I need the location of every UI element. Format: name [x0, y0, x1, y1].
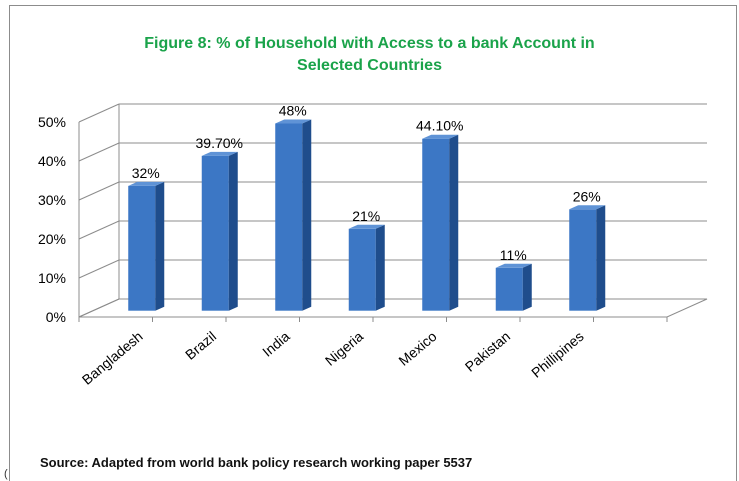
bar-top [201, 151, 238, 156]
y-tick-label: 10% [38, 270, 66, 286]
x-tick-label: Nigeria [322, 328, 366, 369]
bar-top [128, 181, 165, 186]
bar-side [449, 134, 459, 311]
y-tick-label: 30% [38, 192, 66, 208]
chart-title: Figure 8: % of Household with Access to … [0, 33, 739, 77]
data-label: 39.70% [196, 135, 243, 151]
chart-floor [78, 298, 708, 318]
bar-top [348, 224, 385, 229]
chart-title-line-2: Selected Countries [297, 57, 442, 74]
data-label: 48% [279, 103, 307, 119]
bar-top [275, 119, 312, 124]
y-tick-label: 50% [38, 114, 66, 130]
data-label: 21% [352, 208, 380, 224]
side-wall-line [78, 181, 120, 201]
bar [128, 185, 156, 311]
bar-top [422, 134, 459, 139]
bar-top [569, 205, 606, 210]
x-tick-label: India [259, 328, 293, 360]
x-tick-label: Mexico [395, 328, 439, 369]
bar [569, 209, 597, 311]
chart-title-line-1: Figure 8: % of Household with Access to … [144, 35, 595, 52]
stray-mark: ( [4, 468, 8, 480]
x-tick-label: Phillipines [528, 328, 587, 381]
bar-side [228, 151, 238, 311]
data-label: 11% [500, 247, 527, 263]
data-label: 32% [132, 165, 160, 181]
source-note: Source: Adapted from world bank policy r… [40, 455, 473, 470]
y-tick-label: 40% [38, 153, 66, 169]
bar [495, 267, 523, 311]
bar [422, 138, 450, 311]
bar-side [302, 119, 312, 311]
bar-side [155, 181, 165, 311]
y-tick-label: 0% [46, 309, 66, 325]
side-wall-line [78, 103, 120, 123]
bar-side [375, 224, 385, 311]
side-wall-line [78, 220, 120, 240]
bar-side [596, 205, 606, 311]
y-tick-label: 20% [38, 231, 66, 247]
bar [275, 123, 303, 311]
bar-top [495, 263, 532, 268]
side-wall-line [78, 259, 120, 279]
x-tick-label: Bangladesh [79, 328, 146, 388]
data-label: 44.10% [416, 118, 463, 134]
side-wall-line [78, 142, 120, 162]
x-tick-label: Brazil [182, 328, 219, 363]
bar [201, 155, 229, 311]
data-label: 26% [573, 188, 601, 204]
bar-side [522, 263, 532, 311]
bar [348, 228, 376, 311]
x-tick-label: Pakistan [462, 328, 513, 375]
